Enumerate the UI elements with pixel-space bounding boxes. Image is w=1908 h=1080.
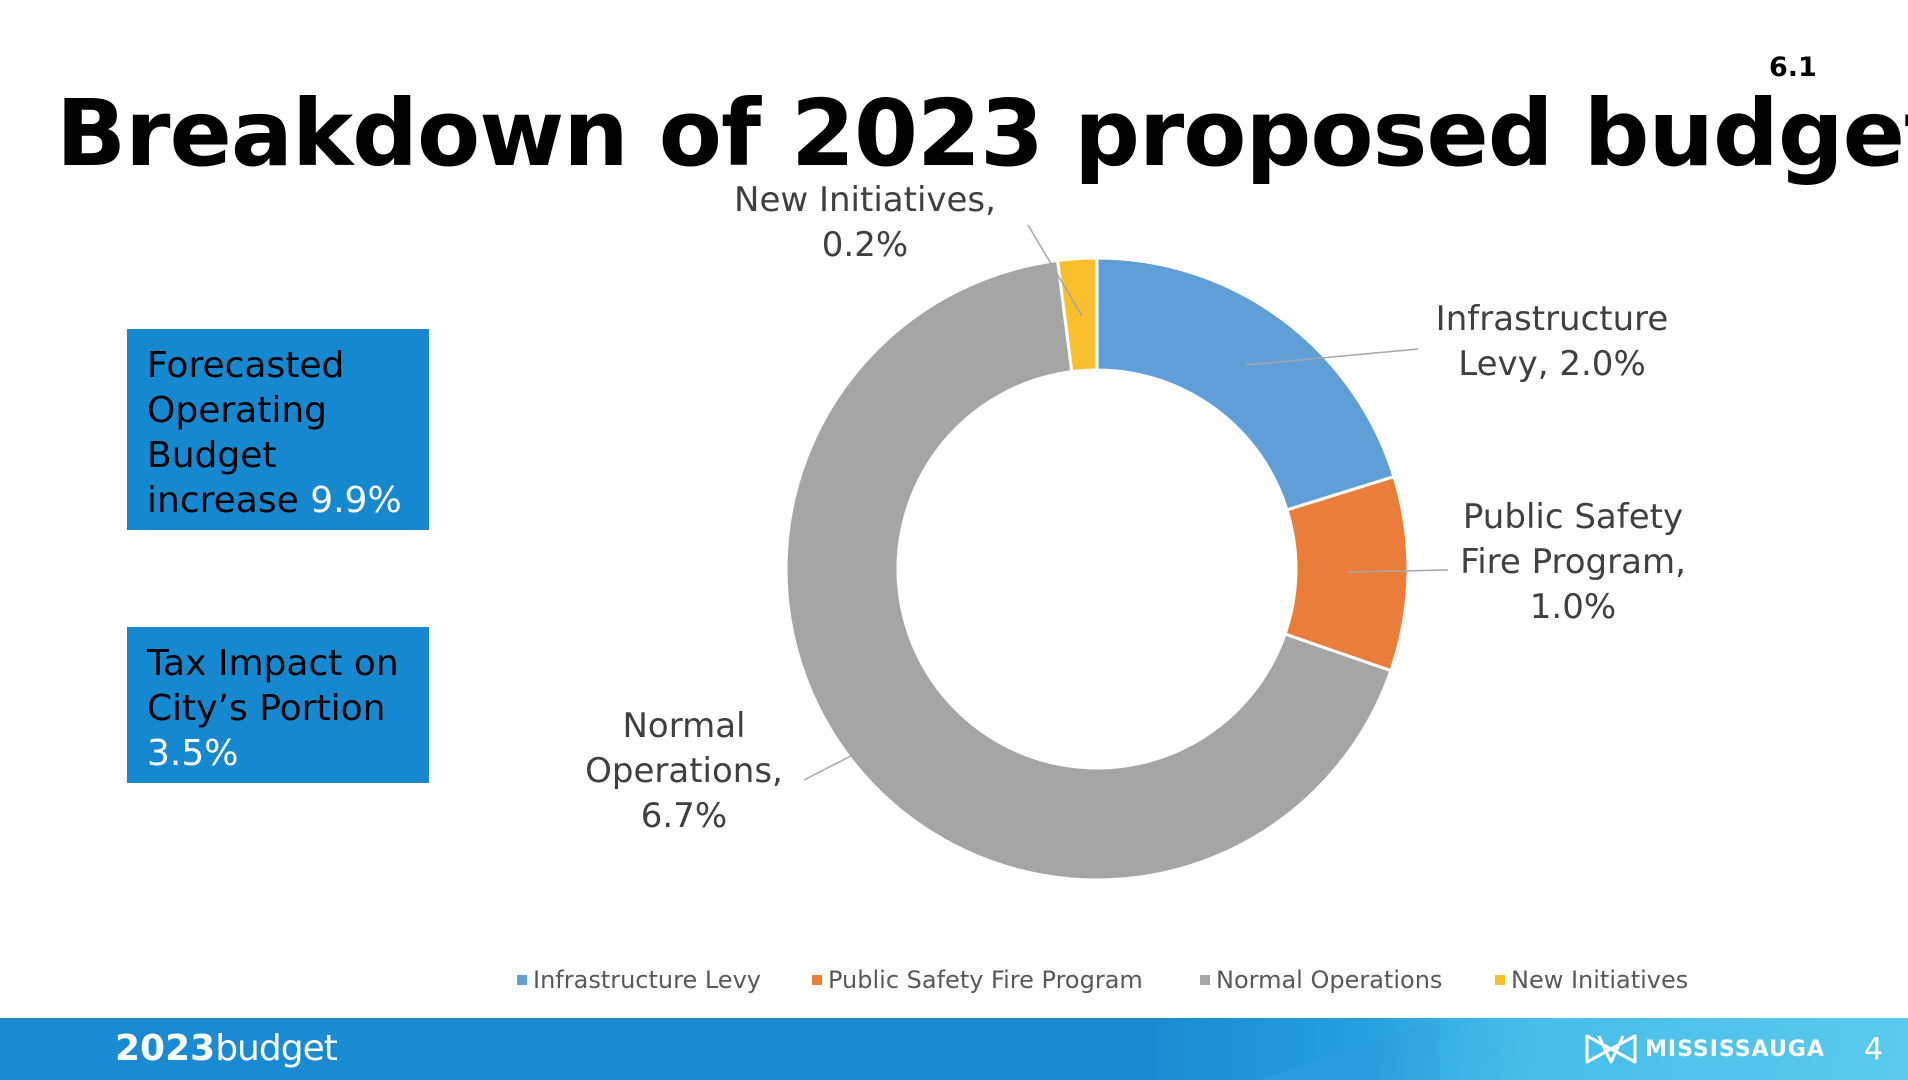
legend-swatch <box>1495 975 1505 985</box>
brand-name: MISSISSAUGA <box>1645 1036 1825 1062</box>
tax-impact-info-box: Tax Impact on City’s Portion 3.5% <box>127 627 429 783</box>
forecast-info-box: Forecasted Operating Budget increase 9.9… <box>127 329 429 530</box>
donut-slice-infrastructure-levy <box>1095 256 1396 512</box>
budget-logo: 2023budget <box>115 1028 338 1069</box>
mississauga-logo: MISSISSAUGA <box>1585 1030 1825 1068</box>
legend-label: Normal Operations <box>1216 966 1443 994</box>
data-label-public-safety-fire-program: Public Safety Fire Program, 1.0% <box>1460 497 1686 627</box>
forecast-info-text: Forecasted Operating Budget increase <box>147 345 345 521</box>
legend-item-normal-operations: Normal Operations <box>1200 966 1442 994</box>
legend-label: New Initiatives <box>1511 966 1689 994</box>
donut-chart: Infrastructure Levy, 2.0% Public Safety Fir… <box>585 180 1686 882</box>
legend-item-new-initiatives: New Initiatives <box>1495 966 1688 994</box>
budget-logo-word: budget <box>215 1028 338 1069</box>
legend-swatch <box>1200 975 1210 985</box>
slide-number: 6.1 <box>1769 52 1817 83</box>
leader-line <box>1027 224 1083 317</box>
leader-line <box>1347 569 1449 573</box>
tax-impact-info-value: 3.5% <box>147 733 239 774</box>
data-label-normal-operations: Normal Operations, 6.7% <box>585 706 783 836</box>
page-title: Breakdown of 2023 proposed budget <box>56 80 1908 187</box>
donut-slice-normal-operations <box>784 258 1393 882</box>
data-label-infrastructure-levy: Infrastructure Levy, 2.0% <box>1436 299 1669 384</box>
legend-label: Infrastructure Levy <box>533 966 761 994</box>
tax-impact-info-text: Tax Impact on City’s Portion <box>147 643 399 729</box>
data-label-new-initiatives: New Initiatives, 0.2% <box>734 180 996 265</box>
footer-bar: 2023budget MISSISSAUGA 4 <box>0 1018 1908 1080</box>
leader-line <box>1245 348 1419 366</box>
leader-line <box>803 755 852 781</box>
legend-swatch <box>517 975 527 985</box>
legend-item-infrastructure-levy: Infrastructure Levy <box>517 966 761 994</box>
legend-label: Public Safety Fire Program <box>828 966 1143 994</box>
budget-logo-year: 2023 <box>115 1028 216 1069</box>
donut-slice-new-initiatives <box>1055 256 1099 374</box>
legend-swatch <box>812 975 822 985</box>
mississauga-butterfly-icon <box>1585 1034 1637 1064</box>
legend-item-public-safety-fire-program: Public Safety Fire Program <box>812 966 1143 994</box>
chart-legend: Infrastructure Levy Public Safety Fire P… <box>0 966 1908 1006</box>
forecast-info-value: 9.9% <box>310 480 402 521</box>
page-number: 4 <box>1864 1032 1884 1067</box>
footer-decoration <box>1380 1018 1908 1080</box>
